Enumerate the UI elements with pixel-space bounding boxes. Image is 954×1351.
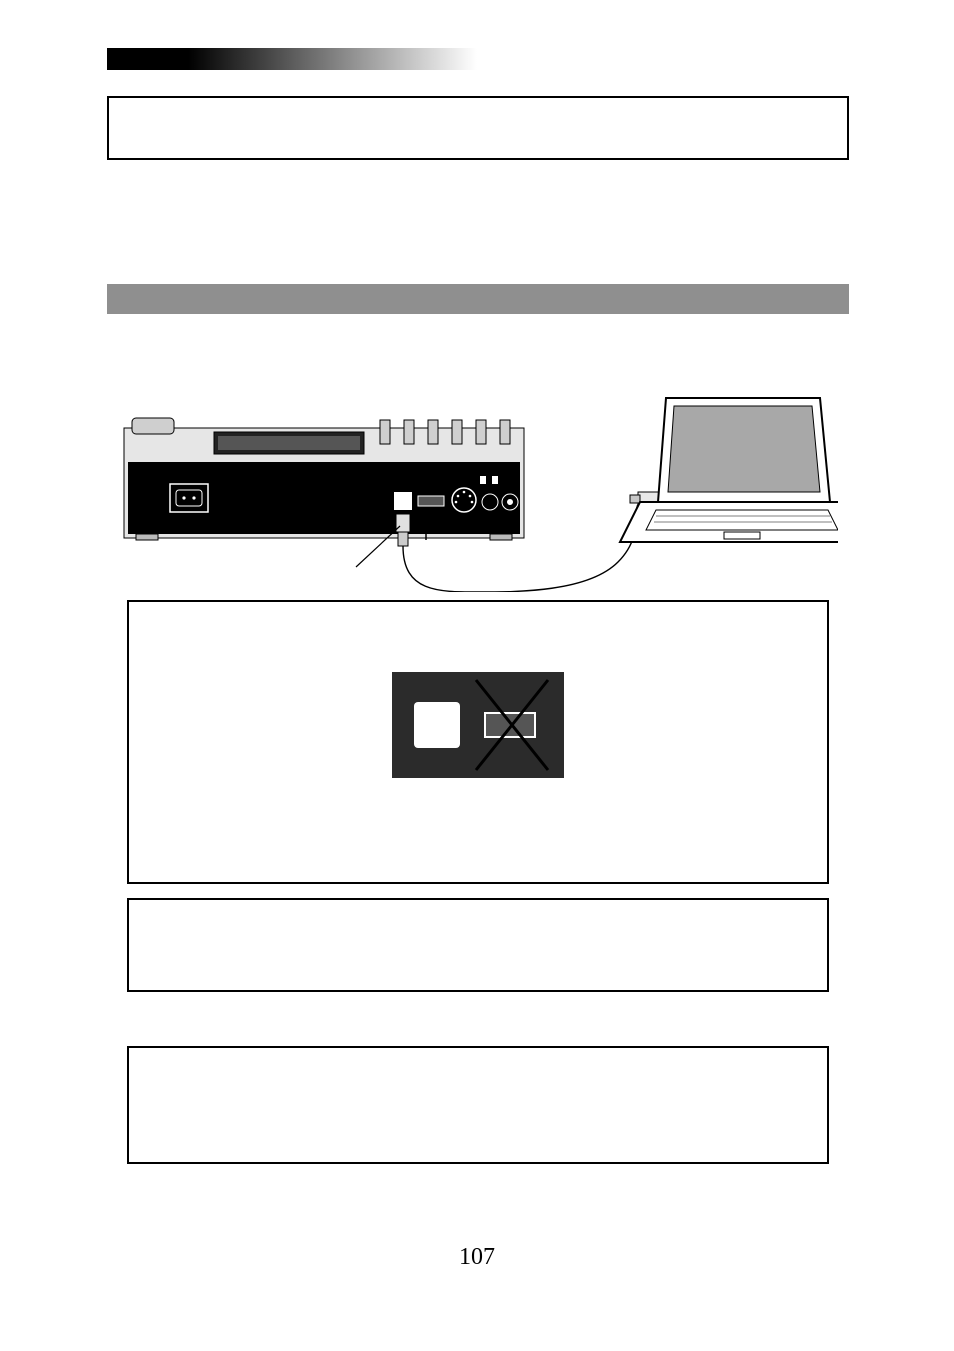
usb-b-port-icon (394, 492, 412, 510)
port-warning-inset (392, 672, 564, 778)
device-rear-panel (124, 418, 524, 540)
callout-box-4 (127, 1046, 829, 1164)
cross-out-icon (472, 676, 552, 774)
section-bar (107, 284, 849, 314)
page-number: 107 (0, 1244, 954, 1271)
usb-a-port-icon (418, 496, 444, 506)
power-inlet-icon (170, 484, 208, 512)
callout-box-3 (127, 898, 829, 992)
callout-box-1 (107, 96, 849, 160)
correct-port-icon (414, 702, 460, 748)
manual-page: 107 (0, 0, 954, 1351)
midi-port-icon (452, 488, 476, 512)
header-gradient-bar (107, 48, 477, 70)
laptop-icon (620, 398, 838, 549)
connection-diagram (118, 392, 838, 592)
